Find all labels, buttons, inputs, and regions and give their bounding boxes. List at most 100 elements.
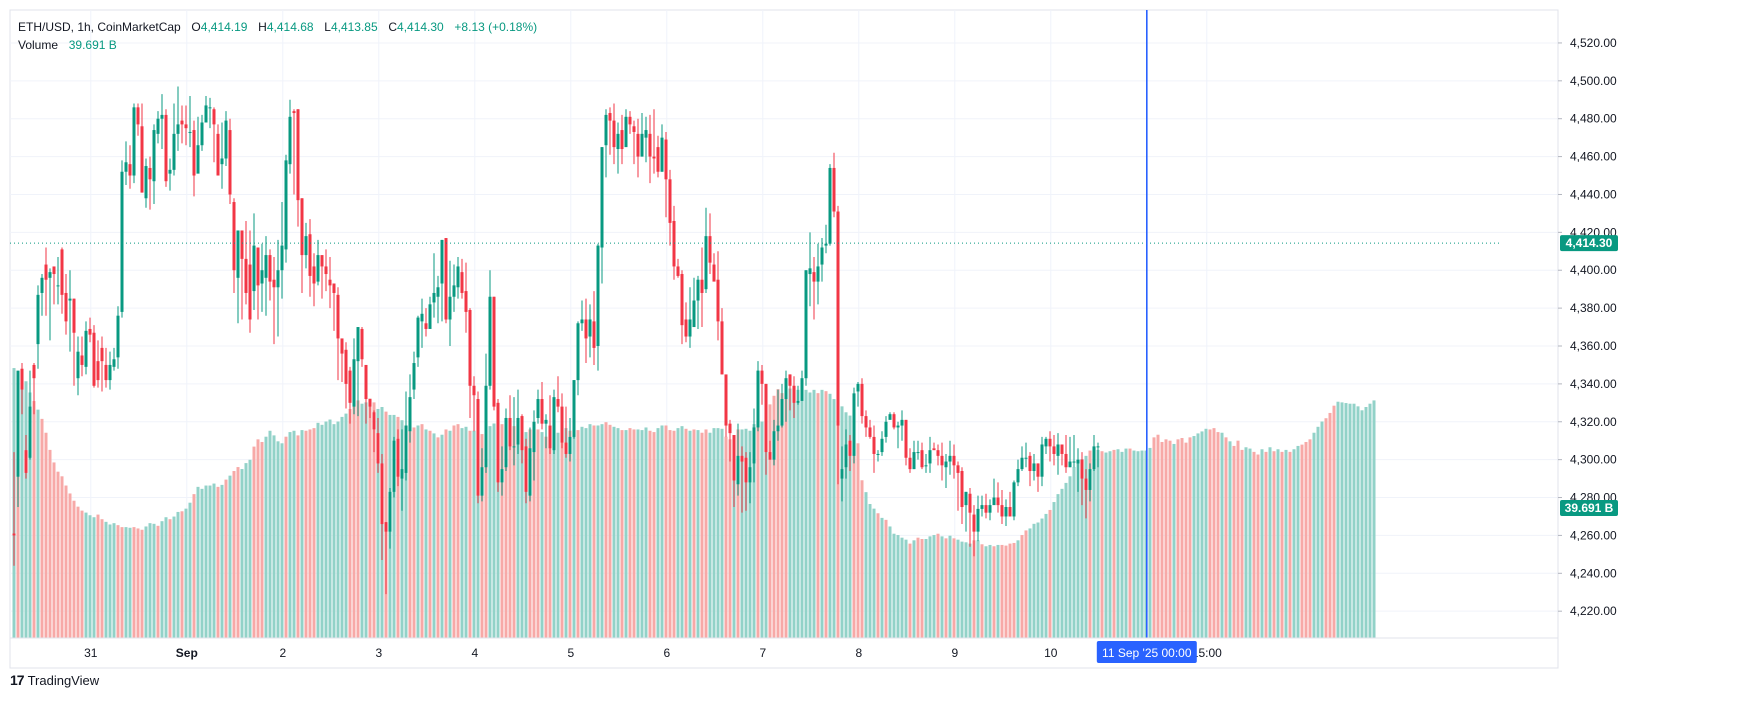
volume-bar [980, 544, 984, 638]
volume-bar [1336, 401, 1340, 638]
candle [764, 383, 768, 475]
candle-body [768, 452, 772, 460]
tradingview-brand[interactable]: 17 TradingView [10, 672, 99, 688]
candle [496, 399, 500, 492]
volume-bar [1088, 450, 1092, 638]
time-tick-label: Sep [176, 646, 198, 660]
symbol-label[interactable]: ETH/USD, 1h, CoinMarketCap [18, 20, 181, 34]
price-tick-label: 4,480.00 [1570, 112, 1617, 126]
candle-body [248, 264, 252, 320]
volume-bar [536, 429, 540, 638]
volume-bar [1156, 434, 1160, 638]
candle-body [112, 359, 116, 367]
candle-body [300, 198, 304, 256]
candle-body [612, 120, 616, 148]
candle-body [460, 272, 464, 293]
candle-body [572, 380, 576, 437]
candle [1048, 431, 1052, 462]
volume-bar [1004, 545, 1008, 638]
volume-bar [764, 409, 768, 638]
candle [172, 103, 176, 176]
price-tick-label: 4,260.00 [1570, 528, 1617, 542]
candle [332, 283, 336, 331]
candle-body [532, 421, 536, 453]
candle [220, 122, 224, 189]
candle [856, 381, 860, 407]
candle-body [252, 245, 256, 292]
candle-body [848, 440, 852, 456]
candle [88, 317, 92, 343]
candle-body [632, 126, 636, 132]
candle-body [488, 296, 492, 386]
candle-body [76, 351, 80, 379]
candle [888, 412, 892, 420]
time-tick-label: 4 [471, 646, 478, 660]
candle-body [644, 130, 648, 138]
candle-body [1052, 446, 1056, 454]
candle-body [872, 436, 876, 454]
volume-bar [968, 543, 972, 638]
volume-bar [148, 523, 152, 638]
volume-bar [416, 425, 420, 638]
volume-bar [300, 430, 304, 638]
candle [732, 435, 736, 507]
candle [480, 448, 484, 502]
price-tick-label: 4,500.00 [1570, 74, 1617, 88]
volume-bar [560, 429, 564, 638]
candle-body [820, 247, 824, 265]
volume-bar [412, 427, 416, 638]
candle-body [364, 364, 368, 400]
candle [184, 105, 188, 146]
candle [612, 103, 616, 165]
volume-bar [696, 430, 700, 638]
volume-label[interactable]: Volume [18, 38, 59, 52]
volume-bar [264, 436, 268, 638]
volume-bar [344, 413, 348, 638]
candle-body [84, 330, 88, 367]
volume-bar [356, 400, 360, 638]
candle-body [400, 469, 404, 479]
candle [120, 160, 124, 318]
volume-bar [896, 535, 900, 638]
candle [884, 416, 888, 443]
volume-bar [448, 430, 452, 638]
time-tick-label: 3 [375, 646, 382, 660]
candle-body [472, 385, 476, 396]
volume-bar [1160, 441, 1164, 638]
candle-body [660, 137, 664, 172]
volume-bar [1000, 544, 1004, 638]
candle-body [536, 399, 540, 418]
candle-body [904, 419, 908, 458]
candle-body [992, 497, 996, 506]
volume-bar [528, 429, 532, 638]
volume-bar [1260, 449, 1264, 638]
candle [616, 122, 620, 174]
candle [152, 124, 156, 204]
volume-bar [708, 432, 712, 638]
candle-body [1036, 463, 1040, 477]
time-tick-label: 15:00 [1192, 646, 1222, 660]
volume-bar [76, 506, 80, 638]
volume-bar [620, 430, 624, 638]
volume-bar [68, 493, 72, 638]
volume-bar [1340, 402, 1344, 638]
candle-body [592, 321, 596, 348]
candle-body [676, 266, 680, 276]
volume-bar [1332, 405, 1336, 638]
volume-bar [52, 462, 56, 638]
volume-bar [524, 432, 528, 638]
candle-body [752, 427, 756, 464]
volume-bar [900, 537, 904, 638]
volume-bar [1268, 447, 1272, 638]
candle [200, 114, 204, 151]
candle [372, 410, 376, 453]
volume-bar [336, 421, 340, 638]
volume-bar [96, 514, 100, 638]
volume-bar [640, 430, 644, 638]
candle-body [476, 399, 480, 496]
volume-bar [1324, 418, 1328, 638]
candle [436, 275, 440, 324]
brand-name: TradingView [27, 672, 100, 688]
